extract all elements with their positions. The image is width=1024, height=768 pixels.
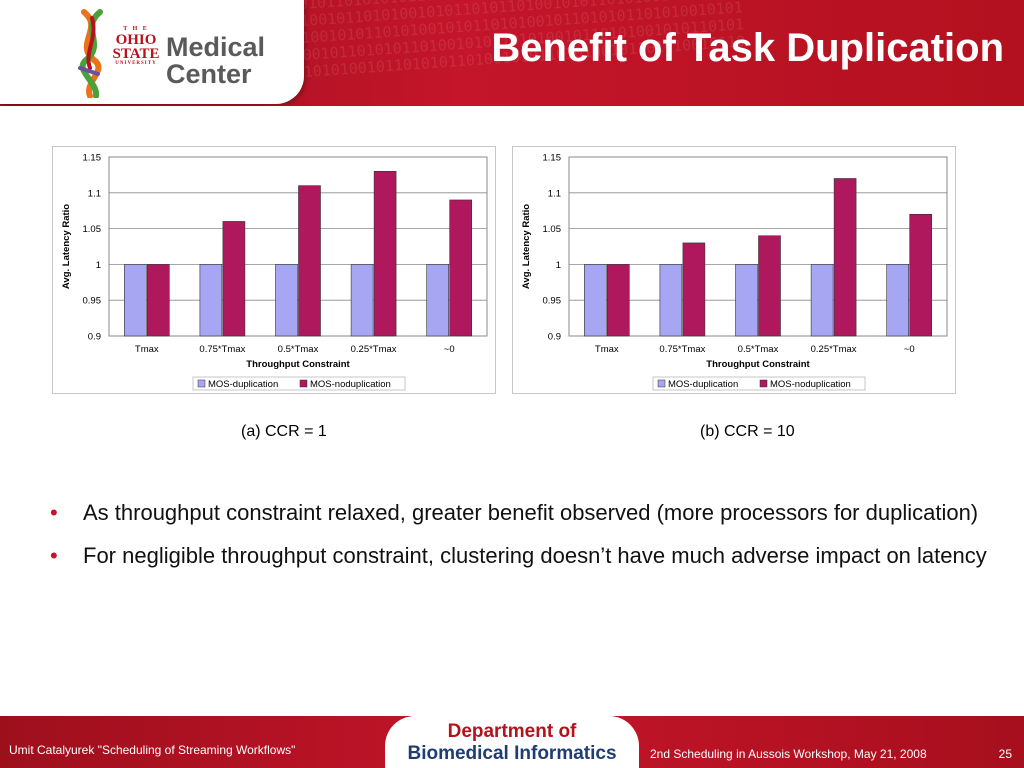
legend-label: MOS-duplication: [668, 379, 738, 390]
bar-mos-duplication: [584, 264, 607, 337]
slide-title: Benefit of Task Duplication: [491, 26, 1004, 70]
y-tick-label: 1.15: [543, 153, 562, 164]
y-tick-label: 1.05: [543, 224, 562, 235]
department-badge: Department of Biomedical Informatics: [385, 716, 639, 768]
footer-event: 2nd Scheduling in Aussois Workshop, May …: [650, 747, 927, 761]
y-tick-label: 0.95: [543, 296, 562, 307]
y-tick-label: 1.1: [548, 188, 561, 199]
bar-mos-duplication: [810, 264, 834, 337]
legend-label: MOS-noduplication: [310, 379, 391, 390]
bar-mos-noduplication: [298, 185, 321, 337]
x-tick-label: Tmax: [595, 344, 619, 355]
legend-swatch: [197, 379, 206, 388]
y-tick-label: 0.95: [83, 296, 102, 307]
chart-caption-a: (a) CCR = 1: [241, 423, 327, 440]
chart-ccr-1: 0.9 0.95 1 1.05 1.1 1.15 Tmax 0.75*Tmax 0.5*Tmax…: [52, 146, 496, 394]
y-tick-label: 1.05: [83, 224, 102, 235]
bar-mos-noduplication: [222, 221, 246, 337]
bullet-marker: •: [50, 543, 58, 568]
legend-box: [192, 376, 406, 391]
bar-mos-duplication: [350, 264, 374, 337]
legend-label: MOS-noduplication: [770, 379, 851, 390]
bar-mos-noduplication: [758, 235, 781, 337]
legend-box: [652, 376, 866, 391]
bar-mos-duplication: [275, 264, 298, 337]
x-tick-label: 0.5*Tmax: [278, 344, 319, 355]
x-tick-label: ~0: [444, 344, 455, 355]
y-tick-label: 1.1: [88, 188, 101, 199]
chart-ccr-1-svg: 0.9 0.95 1 1.05 1.1 1.15 Tmax 0.75*Tmax 0.5*Tmax…: [61, 153, 488, 391]
page-number: 25: [998, 747, 1012, 761]
bullet-text: As throughput constraint relaxed, greate…: [83, 500, 979, 525]
chart-ccr-10-svg: 0.9 0.95 1 1.05 1.1 1.15 Tmax 0.75*Tmax 0.5*Tmax…: [521, 153, 948, 391]
bar-mos-noduplication: [147, 264, 170, 337]
dna-helix-icon: [78, 9, 103, 98]
legend-label: MOS-duplication: [208, 379, 278, 390]
y-tick-label: 1: [96, 260, 101, 271]
bar-mos-noduplication: [833, 178, 857, 337]
bar-mos-duplication: [124, 264, 147, 337]
y-tick-label: 0.9: [88, 332, 101, 343]
bar-mos-duplication: [886, 264, 910, 337]
footer-author-talk: Umit Catalyurek "Scheduling of Streaming…: [9, 743, 296, 757]
bar-mos-noduplication: [607, 264, 630, 337]
bar-mos-noduplication: [449, 199, 473, 337]
legend-swatch: [299, 379, 308, 388]
x-tick-label: 0.75*Tmax: [659, 344, 705, 355]
department-line-1: Department of: [447, 721, 577, 742]
bullet-item: • As throughput constraint relaxed, grea…: [50, 494, 990, 532]
bar-mos-duplication: [659, 264, 683, 337]
bar-mos-duplication: [199, 264, 223, 337]
plot-area: [108, 156, 488, 337]
osu-wordmark: T H E OHIO STATE UNIVERSITY: [112, 26, 160, 66]
bar-mos-noduplication: [909, 213, 933, 337]
bullet-list: • As throughput constraint relaxed, grea…: [50, 494, 990, 580]
plot-area: [568, 156, 948, 337]
legend-swatch: [759, 379, 768, 388]
y-tick-label: 1.15: [83, 153, 102, 164]
x-tick-label: 0.25*Tmax: [351, 344, 397, 355]
x-tick-label: 0.75*Tmax: [199, 344, 245, 355]
x-tick-label: 0.25*Tmax: [811, 344, 857, 355]
bar-mos-duplication: [426, 264, 450, 337]
legend-swatch: [657, 379, 666, 388]
chart-caption-b: (b) CCR = 10: [700, 423, 795, 440]
bar-mos-duplication: [735, 264, 758, 337]
chart-ccr-10: 0.9 0.95 1 1.05 1.1 1.15 Tmax 0.75*Tmax 0.5*Tmax…: [512, 146, 956, 394]
y-axis-title: Avg. Latency Ratio: [521, 204, 532, 289]
x-axis-title: Throughput Constraint: [246, 359, 350, 370]
logo: T H E OHIO STATE UNIVERSITY Medical Cent…: [0, 0, 304, 104]
x-tick-label: 0.5*Tmax: [738, 344, 779, 355]
x-axis-title: Throughput Constraint: [706, 359, 810, 370]
bullet-text: For negligible throughput constraint, cl…: [83, 543, 987, 568]
department-line-2: Biomedical Informatics: [407, 743, 617, 764]
medical-center-wordmark: Medical Center: [166, 32, 266, 89]
x-tick-label: ~0: [904, 344, 915, 355]
x-tick-label: Tmax: [135, 344, 159, 355]
y-tick-label: 0.9: [548, 332, 561, 343]
y-tick-label: 1: [556, 260, 561, 271]
bullet-marker: •: [50, 500, 58, 525]
y-axis-title: Avg. Latency Ratio: [61, 204, 72, 289]
bar-mos-noduplication: [373, 171, 397, 337]
bullet-item: • For negligible throughput constraint, …: [50, 537, 990, 575]
bar-mos-noduplication: [682, 242, 706, 337]
header-banner: 0101011010100101010110101001011010100110…: [0, 0, 1024, 106]
